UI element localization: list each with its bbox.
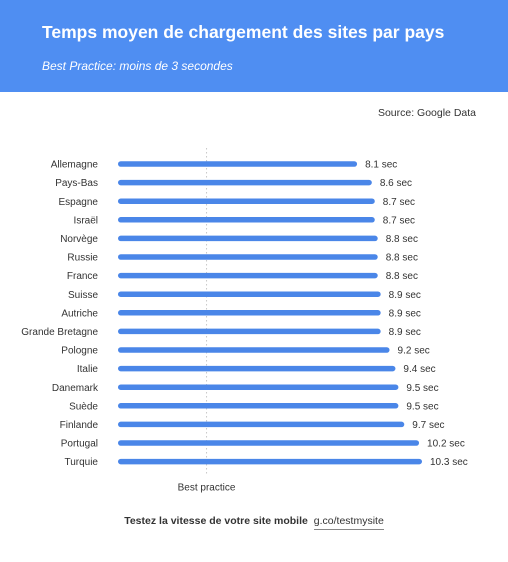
value-label: 9.5 sec xyxy=(406,401,438,412)
testmysite-link[interactable]: g.co/testmysite xyxy=(313,515,384,530)
bar xyxy=(118,272,378,279)
category-label: Israël xyxy=(74,215,98,226)
category-label: Suisse xyxy=(68,290,98,301)
bar xyxy=(118,254,378,260)
value-label: 9.4 sec xyxy=(403,364,435,375)
bar xyxy=(118,235,378,242)
bar xyxy=(118,421,405,428)
bar xyxy=(118,365,396,372)
bar xyxy=(118,291,381,297)
bar xyxy=(118,347,390,353)
footer-cta-text: Testez la vitesse de votre site mobile xyxy=(124,515,308,527)
value-label: 8.8 sec xyxy=(386,271,418,282)
bar xyxy=(118,384,399,390)
value-label: 8.8 sec xyxy=(386,234,418,245)
chart-subtitle: Best Practice: moins de 3 secondes xyxy=(42,59,233,73)
value-label: 8.1 sec xyxy=(365,160,397,171)
category-label: Grande Bretagne xyxy=(21,327,98,338)
best-practice-label: Best practice xyxy=(178,483,236,494)
bar xyxy=(118,440,420,446)
bar xyxy=(118,328,381,335)
category-label: Espagne xyxy=(59,197,99,208)
chart-title: Temps moyen de chargement des sites par … xyxy=(42,22,445,42)
bar xyxy=(118,217,375,223)
value-label: 10.3 sec xyxy=(430,457,468,468)
value-label: 9.5 sec xyxy=(406,383,438,394)
bar xyxy=(118,179,372,186)
value-label: 8.7 sec xyxy=(383,197,415,208)
category-label: France xyxy=(67,271,99,282)
category-label: Pologne xyxy=(61,346,98,357)
value-label: 8.8 sec xyxy=(386,253,418,264)
footer: Testez la vitesse de votre site mobile g… xyxy=(0,515,508,530)
category-label: Portugal xyxy=(61,439,98,450)
category-label: Norvège xyxy=(60,234,98,245)
value-label: 9.7 sec xyxy=(412,420,444,431)
category-label: Russie xyxy=(67,253,98,264)
value-label: 8.9 sec xyxy=(389,308,421,319)
category-label: Turquie xyxy=(64,457,98,468)
value-label: 8.9 sec xyxy=(389,290,421,301)
bar xyxy=(118,161,358,167)
bar xyxy=(118,310,381,316)
category-label: Finlande xyxy=(60,420,99,431)
category-label: Danemark xyxy=(52,383,99,394)
bar xyxy=(118,198,375,204)
category-label: Allemagne xyxy=(51,160,99,171)
value-label: 8.9 sec xyxy=(389,327,421,338)
category-label: Autriche xyxy=(61,308,98,319)
value-label: 8.7 sec xyxy=(383,215,415,226)
value-label: 10.2 sec xyxy=(427,439,465,450)
category-label: Italie xyxy=(77,364,99,375)
category-label: Suède xyxy=(69,401,98,412)
header-banner: Temps moyen de chargement des sites par … xyxy=(0,0,508,92)
category-label: Pays-Bas xyxy=(55,178,98,189)
value-label: 8.6 sec xyxy=(380,178,412,189)
source-label: Source: Google Data xyxy=(377,107,476,119)
bar xyxy=(118,403,399,409)
bar-chart: Best practice Allemagne 8.1 sec Pays-Bas 8.6… xyxy=(21,148,468,494)
bar xyxy=(118,458,422,465)
value-label: 9.2 sec xyxy=(398,346,430,357)
